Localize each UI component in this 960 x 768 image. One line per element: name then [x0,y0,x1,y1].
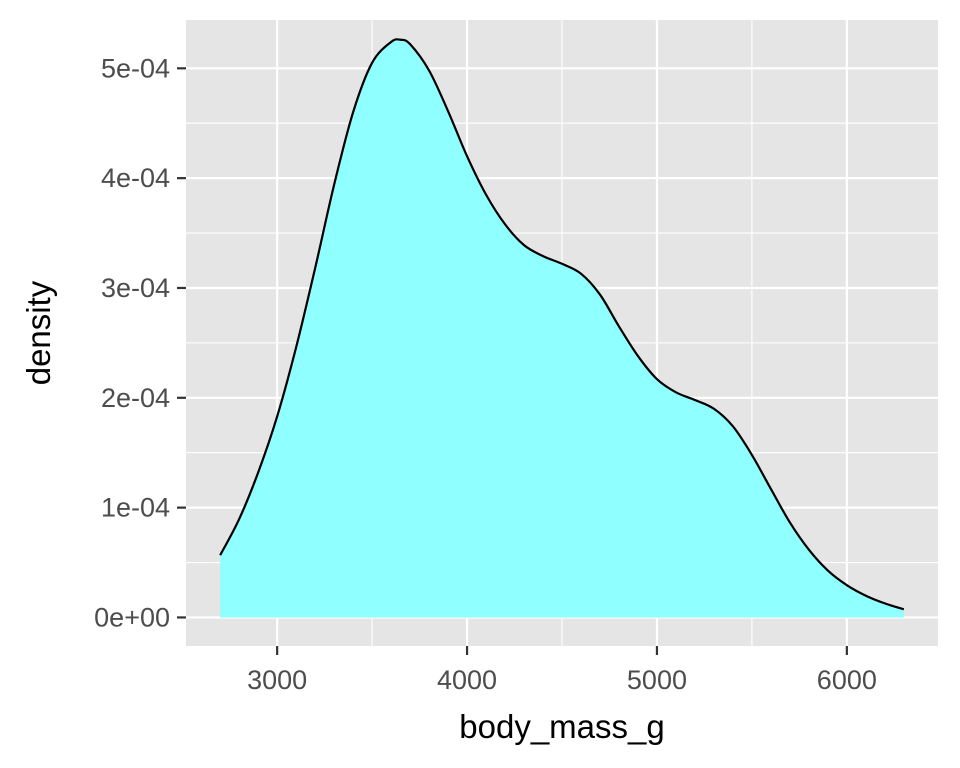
y-tick-label: 1e-04 [101,493,170,523]
y-tick-label: 5e-04 [101,53,170,83]
y-tick-label: 3e-04 [101,273,170,303]
x-tick-label: 3000 [247,665,307,695]
density-line [219,38,905,611]
y-tick-label: 4e-04 [101,163,170,193]
y-axis-title: density [20,280,57,385]
density-area [220,39,904,618]
x-tick-label: 6000 [817,665,877,695]
y-tick-label: 0e+00 [94,602,170,632]
x-axis-ticks: 3000 4000 5000 6000 [247,646,877,695]
y-axis-ticks: 0e+00 1e-04 2e-04 3e-04 4e-04 5e-04 [94,53,186,632]
x-tick-label: 4000 [437,665,497,695]
x-tick-label: 5000 [627,665,687,695]
x-axis-title: body_mass_g [459,708,664,745]
y-tick-label: 2e-04 [101,383,170,413]
